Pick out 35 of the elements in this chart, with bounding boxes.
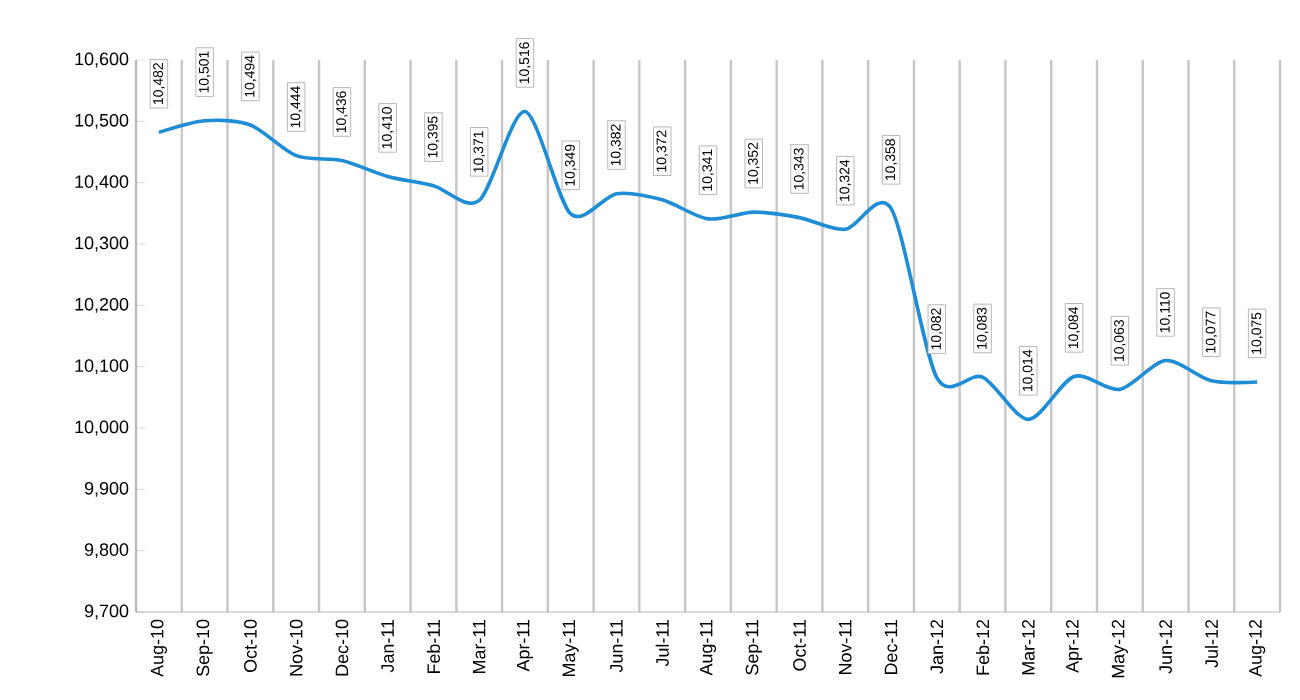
x-tick-label: Nov-11 bbox=[839, 619, 852, 675]
x-tick-label: Dec-11 bbox=[884, 619, 898, 675]
x-tick-label: May-12 bbox=[1111, 619, 1128, 678]
y-tick-label: 9,800 bbox=[84, 543, 129, 559]
y-tick-label: 10,400 bbox=[75, 175, 129, 191]
y-tick-label: 10,100 bbox=[75, 359, 129, 375]
x-tick-label: Oct-10 bbox=[244, 619, 257, 673]
x-tick-label: Feb-11 bbox=[426, 619, 441, 674]
x-tick-label: Mar-12 bbox=[1021, 619, 1035, 675]
x-tick-label: Dec-10 bbox=[335, 619, 349, 676]
x-tick-label: Jan-12 bbox=[930, 619, 944, 674]
x-tick-label: Jun-12 bbox=[1159, 619, 1172, 674]
y-tick-label: 9,900 bbox=[84, 481, 129, 497]
x-tick-label: Mar-11 bbox=[472, 619, 486, 674]
x-tick-label: Jun-11 bbox=[610, 619, 623, 673]
x-tick-label: Aug-10 bbox=[150, 619, 167, 677]
x-tick-label: Aug-12 bbox=[1249, 619, 1266, 677]
y-tick-label: 10,500 bbox=[75, 113, 129, 129]
x-tick-label: Oct-11 bbox=[793, 619, 806, 671]
y-tick-label: 9,700 bbox=[84, 604, 129, 620]
x-tick-label: Nov-10 bbox=[289, 619, 303, 676]
x-tick-label: May-11 bbox=[562, 619, 579, 677]
x-tick-label: Sep-10 bbox=[196, 619, 213, 677]
x-tick-label: Jan-11 bbox=[381, 619, 394, 673]
x-tick-label: Feb-12 bbox=[975, 619, 990, 675]
x-tick-label: Sep-11 bbox=[745, 619, 762, 675]
x-tick-label: Jul-12 bbox=[1204, 619, 1218, 668]
y-tick-label: 10,600 bbox=[75, 52, 129, 68]
y-tick-label: 10,300 bbox=[75, 236, 129, 252]
x-tick-label: Apr-12 bbox=[1065, 619, 1083, 673]
x-tick-label: Jul-11 bbox=[655, 619, 669, 667]
y-tick-label: 10,000 bbox=[75, 420, 129, 436]
y-tick-label: 10,200 bbox=[75, 297, 129, 313]
x-tick-label: Aug-11 bbox=[699, 619, 717, 676]
x-tick-label: Apr-11 bbox=[516, 619, 533, 672]
